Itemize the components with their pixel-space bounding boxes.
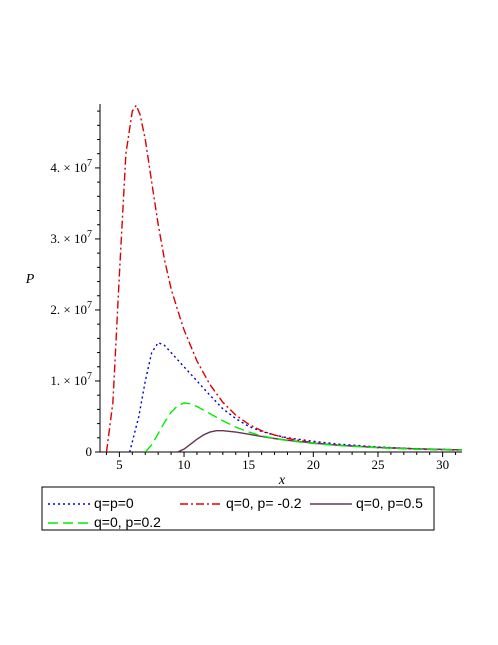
x-tick-label: 30 xyxy=(436,457,449,472)
series-line xyxy=(129,341,462,452)
legend-label: q=p=0 xyxy=(94,495,134,511)
legend-box xyxy=(41,486,435,531)
axes: 5 10 15 20 25 30 0 1. × 107 2. × 107 3. × 107 4. ×… xyxy=(25,104,462,488)
y-tick-label: 3. × 107 xyxy=(50,229,92,246)
series-line xyxy=(105,103,462,452)
y-tick-label: 4. × 107 xyxy=(50,158,92,175)
y-axis-label: P xyxy=(25,272,35,287)
legend-label: q=0, p= -0.2 xyxy=(226,495,302,511)
y-tick-label: 0 xyxy=(86,444,93,459)
y-tick-label: 2. × 107 xyxy=(50,300,92,317)
x-axis-label: x xyxy=(278,473,286,488)
x-tick-label: 25 xyxy=(371,457,384,472)
x-tick-label: 20 xyxy=(307,457,320,472)
series-layer xyxy=(105,103,462,452)
x-tick-label: 15 xyxy=(242,457,255,472)
legend: q=p=0 q=0, p= -0.2 q=0, p=0.5 q=0, p=0.2 xyxy=(41,486,435,531)
legend-label: q=0, p=0.2 xyxy=(94,514,161,530)
y-tick-label: 1. × 107 xyxy=(50,371,92,388)
x-tick-label: 10 xyxy=(178,457,191,472)
legend-label: q=0, p=0.5 xyxy=(356,495,423,511)
x-tick-label: 5 xyxy=(116,457,123,472)
series-line xyxy=(144,402,462,452)
